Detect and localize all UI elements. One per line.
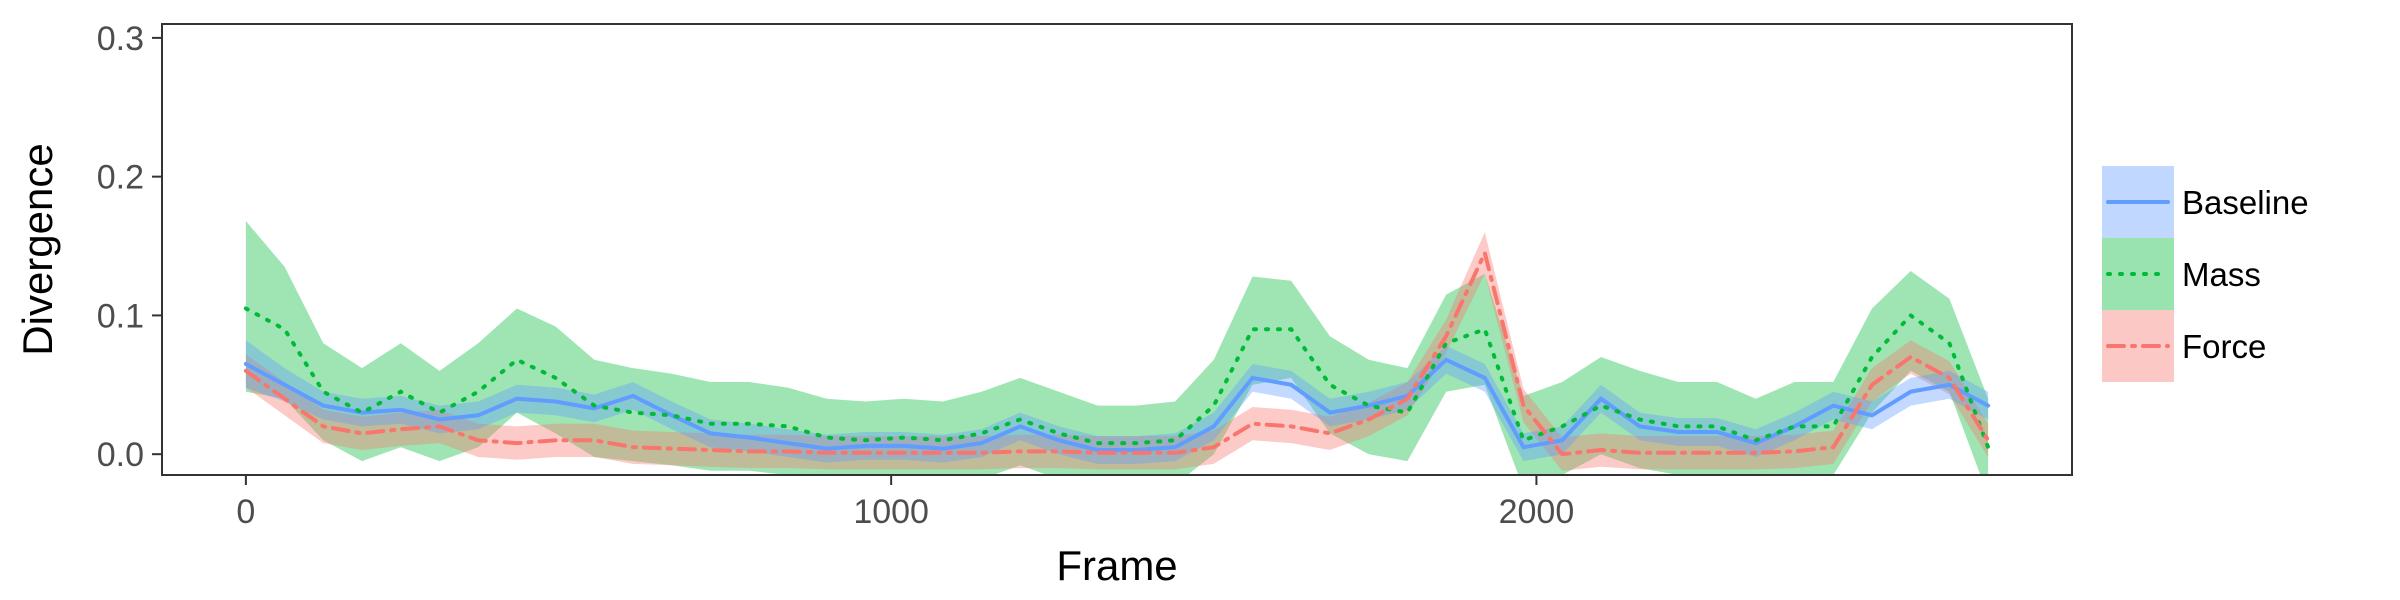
mass-legend-label: Mass xyxy=(2182,256,2261,293)
baseline-series-line xyxy=(243,357,1991,452)
x-axis-title: Frame xyxy=(1056,542,1177,589)
x-tick-label: 0 xyxy=(236,493,255,531)
axes: 0 1000 2000 0.0 0.1 0.2 0.3 xyxy=(97,20,1575,531)
baseline-ci-band xyxy=(245,340,1989,464)
x-tick-label: 1000 xyxy=(853,493,929,531)
y-tick-label: 0.0 xyxy=(97,436,144,474)
mass-series-line xyxy=(243,306,1991,450)
plot-panel xyxy=(161,23,2073,476)
series-lines xyxy=(243,247,1991,457)
y-axis-title: Divergence xyxy=(14,143,61,355)
force-legend-label: Force xyxy=(2182,328,2266,365)
legend: Baseline Mass Force xyxy=(2102,166,2309,382)
x-tick-label: 2000 xyxy=(1499,493,1575,531)
force-ci-band xyxy=(245,232,1989,471)
y-tick-label: 0.1 xyxy=(97,297,144,335)
baseline-legend-label: Baseline xyxy=(2182,184,2309,221)
mass-ci-band xyxy=(245,221,1989,475)
mass-legend-key xyxy=(2102,238,2174,310)
y-tick-label: 0.2 xyxy=(97,159,144,197)
y-tick-label: 0.3 xyxy=(97,20,144,58)
confidence-bands xyxy=(245,221,1989,475)
force-series-line xyxy=(243,247,1991,457)
